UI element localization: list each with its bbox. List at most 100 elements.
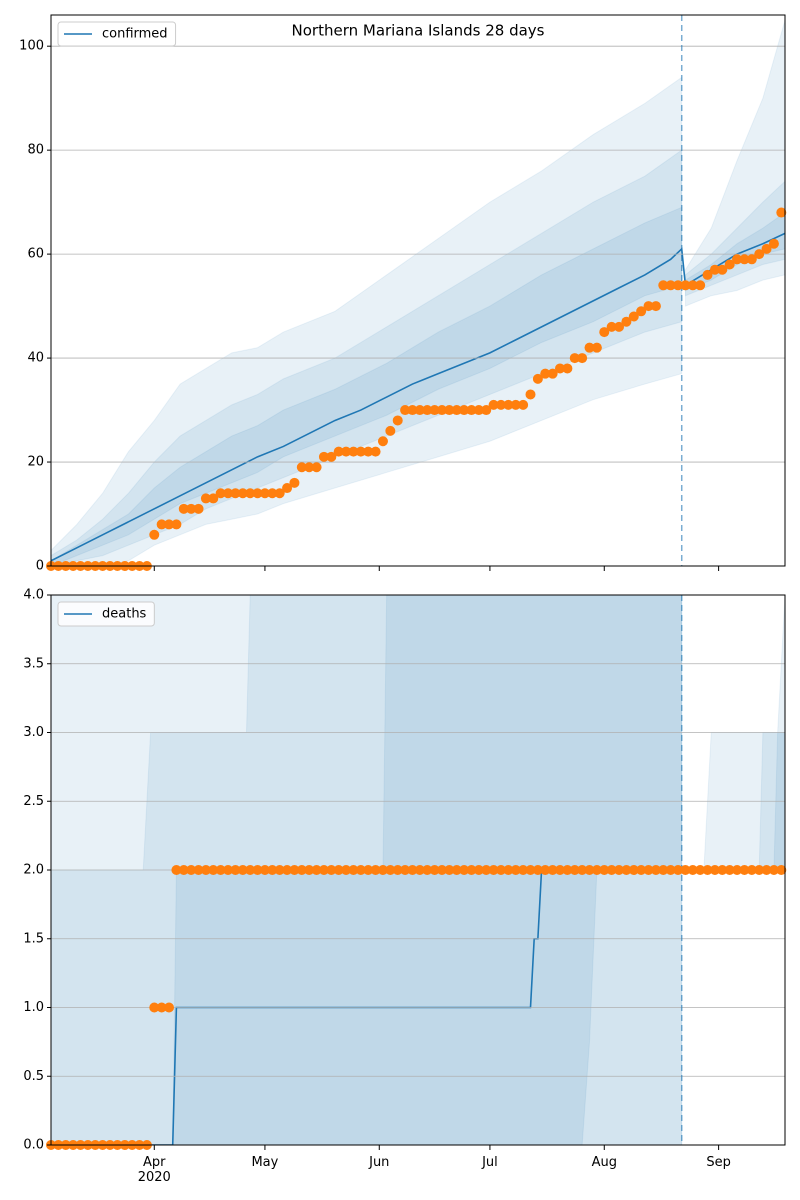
y-tick-label: 1.5 — [23, 931, 44, 946]
observed-point — [584, 342, 595, 353]
observed-point — [171, 865, 182, 875]
observed-point — [776, 865, 787, 875]
plot-area — [51, 20, 785, 566]
observed-point — [392, 415, 403, 426]
observed-point — [245, 488, 256, 499]
observed-point — [518, 399, 529, 410]
observed-point — [436, 405, 447, 416]
observed-point — [436, 865, 447, 875]
observed-point — [746, 254, 757, 265]
observed-point — [451, 405, 462, 416]
observed-point — [296, 865, 307, 875]
observed-point — [407, 405, 418, 416]
observed-point — [149, 529, 160, 540]
y-tick-label: 3.0 — [23, 725, 44, 740]
observed-point — [193, 865, 204, 875]
observed-point — [429, 405, 440, 416]
observed-point — [215, 865, 226, 875]
observed-point — [621, 316, 632, 327]
observed-point — [304, 462, 315, 473]
observed-point — [208, 493, 219, 504]
observed-point — [400, 405, 411, 416]
observed-point — [562, 865, 573, 875]
observed-point — [650, 301, 661, 312]
y-tick-label: 3.5 — [23, 656, 44, 671]
observed-point — [732, 865, 743, 875]
observed-point — [510, 399, 521, 410]
observed-point — [643, 865, 654, 875]
observed-point — [156, 1002, 167, 1013]
observed-point — [377, 865, 388, 875]
observed-point — [665, 280, 676, 291]
observed-point — [717, 264, 728, 275]
y-tick-label: 2.0 — [23, 863, 44, 878]
observed-point — [164, 1002, 175, 1013]
confidence-band — [684, 20, 785, 307]
x-tick-label: May — [251, 1155, 278, 1170]
observed-point — [732, 254, 743, 265]
observed-point — [636, 306, 647, 317]
observed-point — [451, 865, 462, 875]
observed-point — [318, 865, 329, 875]
observed-point — [466, 405, 477, 416]
observed-point — [274, 865, 285, 875]
observed-point — [318, 451, 329, 462]
observed-point — [311, 865, 322, 875]
observed-point — [532, 373, 543, 384]
observed-point — [304, 865, 315, 875]
observed-point — [355, 446, 366, 457]
observed-point — [510, 865, 521, 875]
observed-point — [702, 865, 713, 875]
y-tick-label: 0.5 — [23, 1069, 44, 1084]
y-tick-label: 80 — [27, 143, 44, 158]
legend-box — [57, 601, 155, 627]
observed-point — [407, 865, 418, 875]
axes-frame — [50, 14, 786, 567]
observed-point — [252, 488, 263, 499]
observed-point — [591, 342, 602, 353]
observed-point — [178, 503, 189, 514]
y-tick-label: 4.0 — [23, 588, 44, 603]
observed-point — [444, 865, 455, 875]
observed-point — [259, 865, 270, 875]
observed-point — [459, 865, 470, 875]
observed-point — [392, 865, 403, 875]
observed-point — [614, 321, 625, 332]
observed-point — [495, 865, 506, 875]
x-tick-label: Sep — [706, 1155, 731, 1170]
observed-point — [223, 865, 234, 875]
observed-point — [540, 865, 551, 875]
observed-point — [488, 399, 499, 410]
y-tick-label: 1.0 — [23, 1000, 44, 1015]
observed-point — [459, 405, 470, 416]
observed-point — [555, 865, 566, 875]
y-tick-label: 0.0 — [23, 1138, 44, 1153]
observed-point — [650, 865, 661, 875]
observed-point — [326, 451, 337, 462]
observed-point — [193, 503, 204, 514]
observed-point — [178, 865, 189, 875]
y-tick-label: 60 — [27, 247, 44, 262]
observed-point — [422, 405, 433, 416]
observed-point — [208, 865, 219, 875]
observed-point — [569, 353, 580, 364]
observed-point — [658, 280, 669, 291]
observed-point — [363, 446, 374, 457]
observed-point — [495, 399, 506, 410]
observed-point — [658, 865, 669, 875]
observed-point — [776, 207, 787, 218]
observed-point — [223, 488, 234, 499]
observed-point — [481, 405, 492, 416]
observed-point — [488, 865, 499, 875]
observed-point — [547, 865, 558, 875]
observed-point — [385, 865, 396, 875]
observed-point — [333, 446, 344, 457]
observed-point — [591, 865, 602, 875]
observed-point — [333, 865, 344, 875]
observed-point — [636, 865, 647, 875]
observed-point — [673, 280, 684, 291]
observed-point — [717, 865, 728, 875]
legend-label: deaths — [102, 607, 147, 622]
observed-point — [680, 865, 691, 875]
